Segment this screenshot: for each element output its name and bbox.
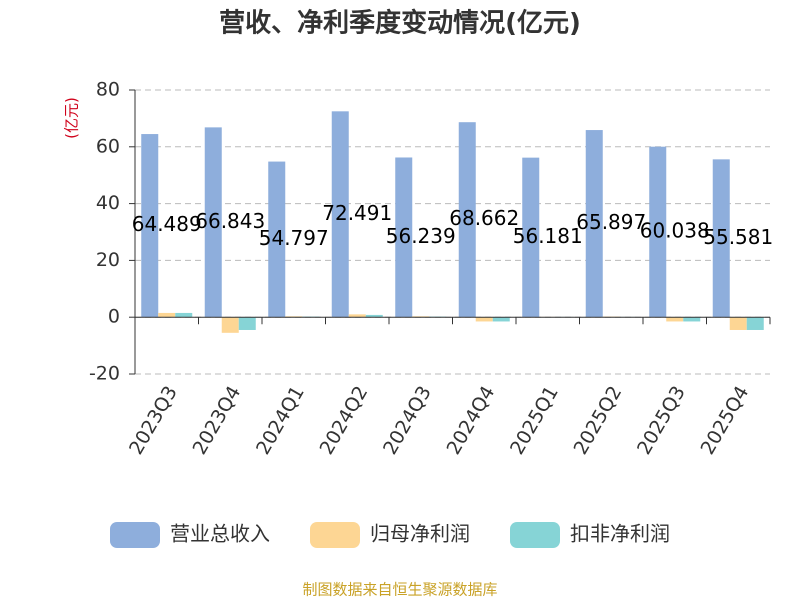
x-tick-label: 2023Q3 (125, 382, 182, 458)
data-label: 55.581 (703, 225, 773, 249)
bar (666, 317, 684, 322)
bar (649, 146, 667, 318)
bar (348, 314, 366, 318)
legend-label: 扣非净利润 (570, 522, 670, 546)
data-label: 56.181 (513, 224, 583, 248)
y-tick-label: 0 (108, 306, 120, 328)
bar (158, 312, 176, 318)
y-tick-label: -20 (89, 363, 120, 385)
bar (238, 317, 256, 330)
legend-swatch (510, 522, 560, 548)
data-label: 64.489 (132, 212, 202, 236)
legend-swatch (110, 522, 160, 548)
x-tick-label: 2025Q2 (570, 382, 627, 458)
x-tick-label: 2024Q3 (379, 382, 436, 458)
source-note: 制图数据来自恒生聚源数据库 (302, 581, 497, 599)
y-tick-label: 60 (96, 135, 120, 157)
bar (331, 111, 349, 318)
x-tick-label: 2023Q4 (189, 382, 246, 458)
x-tick-label: 2025Q4 (697, 382, 754, 458)
data-label: 65.897 (576, 210, 646, 234)
x-tick-label: 2025Q3 (633, 382, 690, 458)
data-label: 66.843 (195, 209, 265, 233)
data-label: 56.239 (386, 224, 456, 248)
bar (683, 317, 701, 322)
bar (475, 317, 493, 322)
data-label: 54.797 (259, 226, 329, 250)
bar (175, 312, 193, 318)
bar (492, 317, 510, 322)
data-label: 72.491 (322, 201, 392, 225)
data-label: 68.662 (449, 206, 519, 230)
x-tick-label: 2024Q1 (252, 382, 309, 458)
legend-label: 营业总收入 (170, 522, 270, 546)
y-tick-label: 80 (96, 79, 120, 101)
bar (141, 134, 159, 318)
data-label: 60.038 (640, 218, 710, 242)
bar (729, 317, 747, 330)
bar (458, 122, 476, 318)
bar (204, 127, 222, 318)
bar (395, 157, 413, 318)
bar (585, 130, 603, 318)
legend-label: 归母净利润 (370, 522, 470, 546)
bar (746, 317, 764, 330)
y-tick-label: 20 (96, 249, 120, 271)
y-tick-label: 40 (96, 192, 120, 214)
bar (268, 161, 286, 318)
chart-title: 营收、净利季度变动情况(亿元) (219, 8, 581, 39)
bar (365, 314, 383, 318)
legend-swatch (310, 522, 360, 548)
bar (712, 159, 730, 318)
bar (221, 317, 239, 333)
x-tick-label: 2025Q1 (506, 382, 563, 458)
y-axis-label: (亿元) (63, 97, 81, 139)
x-tick-label: 2024Q4 (443, 382, 500, 458)
bar (522, 157, 540, 318)
x-tick-label: 2024Q2 (316, 382, 373, 458)
